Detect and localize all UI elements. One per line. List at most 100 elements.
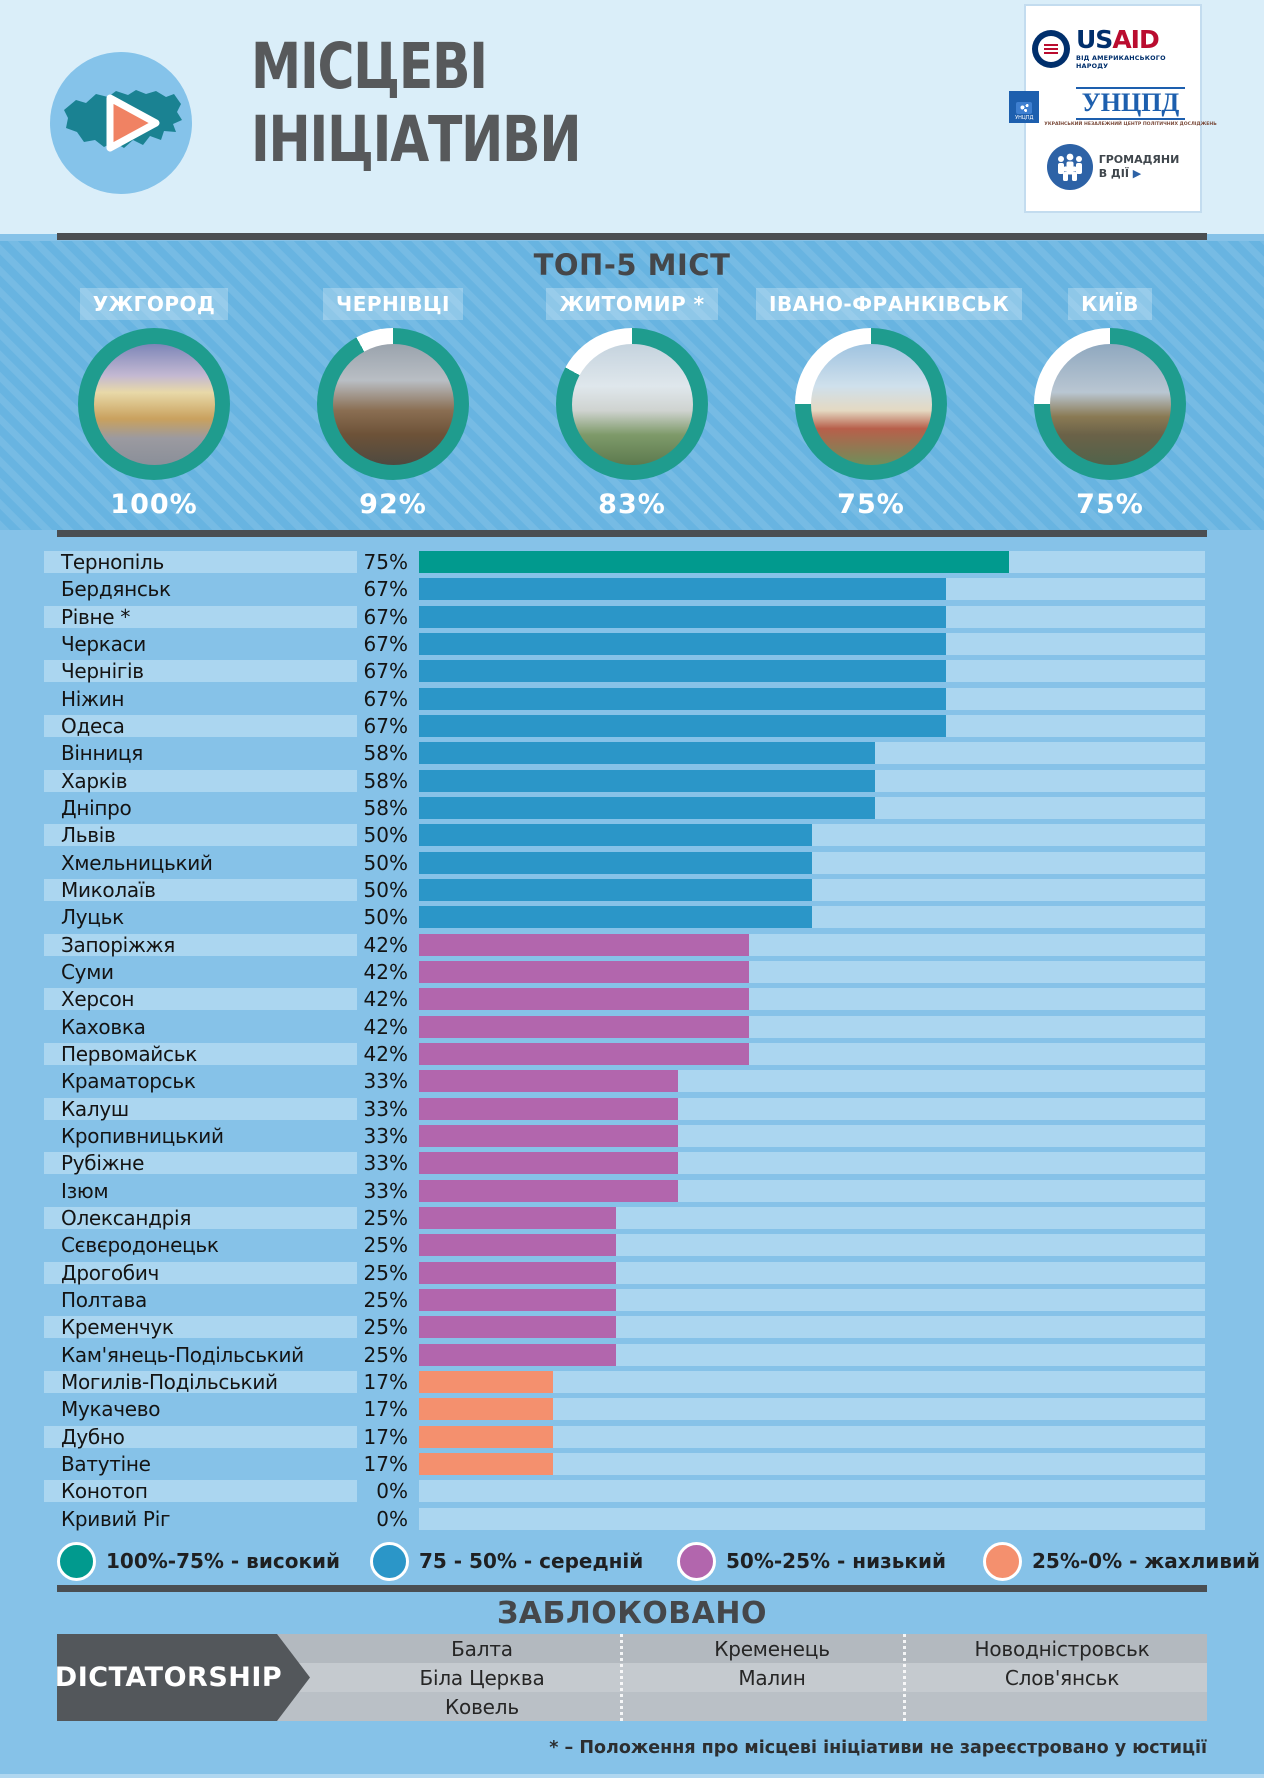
chart-row-percent: 25% (363, 1261, 408, 1285)
top5-city-percent: 100% (110, 489, 198, 520)
chart-row-track (419, 1398, 1205, 1420)
chart-row-city: Калуш (44, 1098, 357, 1120)
top5-card: ІВАНО-ФРАНКІВСЬК 75% (756, 288, 1023, 520)
chart-row-city: Олександрія (44, 1207, 357, 1229)
chart-row-track (419, 852, 1205, 874)
chart-row-city: Черкаси (61, 632, 146, 656)
chart-row-percent: 50% (363, 905, 408, 929)
chart-row-track (419, 1289, 1205, 1311)
ukraine-map-play-icon (50, 52, 192, 194)
chart-row-percent: 25% (363, 1315, 408, 1339)
chart-row-track (419, 1426, 1205, 1448)
top5-progress-ring (1034, 328, 1186, 480)
chart-row-bar (419, 1180, 679, 1202)
chart-row-city: Первомайськ (44, 1043, 357, 1065)
chart-row-percent: 33% (363, 1124, 408, 1148)
chart-row-track (419, 797, 1205, 819)
chart-row-track (419, 1344, 1205, 1366)
chart-row-track (419, 1043, 1205, 1065)
chart-row: Ніжин 67% (0, 685, 1264, 713)
legend-label: 75 - 50% - середній (419, 1549, 644, 1573)
chart-row: Сєвєродонецьк 25% (0, 1231, 1264, 1259)
chart-row-percent: 75% (363, 550, 408, 574)
people-icon (1046, 143, 1093, 190)
chart-row-city: Херсон (44, 988, 357, 1010)
chart-row-bar (419, 1098, 679, 1120)
chart-row-city: Чернігів (44, 660, 357, 682)
chart-row: Могилів-Подільський 17% (0, 1368, 1264, 1396)
city-photo (810, 343, 932, 465)
top5-card: ЖИТОМИР * 83% (517, 288, 747, 520)
bottom-edge (0, 1774, 1264, 1778)
chart-row-bar (419, 1070, 679, 1092)
usaid-logo: USAID ВІД АМЕРИКАНСЬКОГО НАРОДУ (1032, 27, 1194, 70)
chart-row-track (419, 1152, 1205, 1174)
chart-row-percent: 33% (363, 1151, 408, 1175)
chart-row-city: Могилів-Подільський (44, 1371, 357, 1393)
chart-row-bar (419, 770, 875, 792)
top5-heading: ТОП-5 МІСТ (533, 248, 731, 282)
chart-row-bar (419, 1207, 616, 1229)
chart-row: Кривий Ріг 0% (0, 1505, 1264, 1533)
city-photo (571, 343, 693, 465)
uncpd-tagline: УКРАЇНСЬКИЙ НЕЗАЛЕЖНИЙ ЦЕНТР ПОЛІТИЧНИХ … (1044, 121, 1217, 127)
chart-row-percent: 0% (376, 1507, 408, 1531)
chart-row-percent: 42% (363, 960, 408, 984)
chart-row: Полтава 25% (0, 1286, 1264, 1314)
chart-row-city: Конотоп (44, 1480, 357, 1502)
chart-row-bar (419, 797, 875, 819)
chart-row: Запоріжжя 42% (0, 931, 1264, 959)
dotted-separator (620, 1634, 623, 1721)
chart-row-bar (419, 824, 812, 846)
chart-row: Тернопіль 75% (0, 548, 1264, 576)
chart-row-bar (419, 1043, 750, 1065)
chart-row: Миколаїв 50% (0, 876, 1264, 904)
chart-row-city: Кам'янець-Подільський (61, 1343, 304, 1367)
chart-row-bar (419, 660, 946, 682)
usaid-tagline: ВІД АМЕРИКАНСЬКОГО НАРОДУ (1076, 54, 1166, 71)
partner-logos-panel: USAID ВІД АМЕРИКАНСЬКОГО НАРОДУ УНЦПД УН… (1009, 4, 1217, 213)
citizens-in-action-text: ГРОМАДЯНИ В ДІЇ ▶ (1098, 153, 1180, 180)
chart-row-track (419, 578, 1205, 600)
chart-row: Бердянськ 67% (0, 575, 1264, 603)
header: МІСЦЕВІ ІНІЦІАТИВИ USAID ВІД АМЕРИКАНСЬК… (0, 0, 1264, 234)
dictatorship-banner: DICTATORSHIP (57, 1634, 310, 1721)
chart-row-bar (419, 1426, 553, 1448)
legend-label: 100%-75% - високий (106, 1549, 341, 1573)
chart-row-city: Краматорськ (61, 1069, 196, 1093)
chart-row-bar (419, 578, 946, 600)
chart-row: Суми 42% (0, 958, 1264, 986)
chart-row-percent: 25% (363, 1343, 408, 1367)
top5-section: ТОП-5 МІСТ УЖГОРОД 100% ЧЕРНІВЦІ 92% ЖИТ… (0, 241, 1264, 530)
chart-row-track (419, 1480, 1205, 1502)
top5-city-name: УЖГОРОД (79, 288, 229, 320)
chart-row-bar (419, 606, 946, 628)
chart-row: Рубіжне 33% (0, 1149, 1264, 1177)
chart-row-city: Кропивницький (61, 1124, 224, 1148)
chart-row: Хмельницький 50% (0, 849, 1264, 877)
blocked-city: Біла Церква (419, 1665, 545, 1690)
chart-row-percent: 58% (363, 796, 408, 820)
blocked-banner: Балта Кременець Новодністровськ Біла Церква… (57, 1634, 1207, 1721)
chart-row-city: Ніжин (61, 687, 125, 711)
uncpd-logo: УНЦПД УНЦПД УКРАЇНСЬКИЙ НЕЗАЛЕЖНИЙ ЦЕНТР… (1009, 87, 1217, 127)
chart-row: Дніпро 58% (0, 794, 1264, 822)
chart-row: Дрогобич 25% (0, 1259, 1264, 1287)
chart-row-bar (419, 906, 812, 928)
play-icon (106, 94, 160, 152)
legend-item: 75 - 50% - середній (370, 1541, 643, 1581)
footnote: * – Положення про місцеві ініціативи не … (549, 1738, 1207, 1758)
chart-row-track (419, 906, 1205, 928)
chart-row-bar (419, 1453, 553, 1475)
chart-row: Конотоп 0% (0, 1477, 1264, 1505)
chart-row: Львів 50% (0, 821, 1264, 849)
chart-row-percent: 42% (363, 1015, 408, 1039)
chart-row-track (419, 633, 1205, 655)
uncpd-globe-icon: УНЦПД (1009, 90, 1040, 123)
chart-row: Первомайськ 42% (0, 1040, 1264, 1068)
chart-row-track (419, 1016, 1205, 1038)
chart-row: Мукачево 17% (0, 1395, 1264, 1423)
chart-row-percent: 42% (363, 987, 408, 1011)
blocked-heading: ЗАБЛОКОВАНО (496, 1596, 768, 1631)
